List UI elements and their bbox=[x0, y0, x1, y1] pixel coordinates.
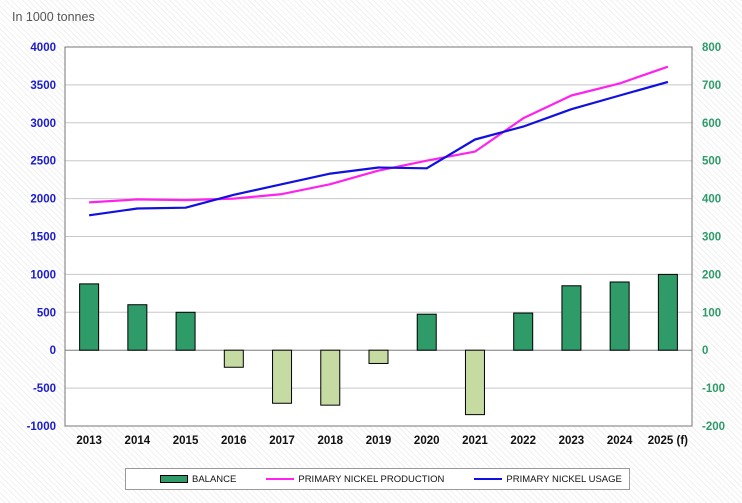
legend-swatch-usage bbox=[474, 478, 503, 480]
x-axis-tick-label: 2016 bbox=[221, 435, 247, 447]
x-axis-tick-label: 2019 bbox=[366, 435, 392, 447]
legend-label-usage: PRIMARY NICKEL USAGE bbox=[506, 473, 622, 485]
legend-item-usage: PRIMARY NICKEL USAGE bbox=[474, 473, 622, 485]
right-axis-tick-label: 300 bbox=[702, 232, 721, 244]
x-axis-tick-label: 2015 bbox=[173, 435, 199, 447]
production-line bbox=[89, 65, 669, 204]
balance-bar bbox=[272, 349, 293, 404]
x-axis-tick-label: 2014 bbox=[125, 435, 151, 447]
right-axis-tick-label: 0 bbox=[702, 345, 708, 357]
balance-bar bbox=[368, 349, 389, 364]
left-axis-tick-label: 0 bbox=[50, 345, 56, 357]
balance-bar bbox=[657, 273, 678, 351]
left-axis-tick-label: 4000 bbox=[30, 42, 56, 54]
balance-bar bbox=[513, 312, 534, 351]
plot-border bbox=[64, 46, 693, 427]
left-axis-tick-label: -1000 bbox=[27, 421, 56, 433]
x-axis-tick-label: 2024 bbox=[607, 435, 633, 447]
right-axis-tick-label: 500 bbox=[702, 156, 721, 168]
legend-label-balance: BALANCE bbox=[192, 473, 237, 485]
right-axis-tick-label: -200 bbox=[702, 421, 725, 433]
balance-bar bbox=[127, 304, 148, 351]
x-axis-tick-label: 2018 bbox=[317, 435, 343, 447]
unit-label: In 1000 tonnes bbox=[12, 10, 95, 24]
right-axis-tick-label: 700 bbox=[702, 80, 721, 92]
balance-bar bbox=[223, 349, 244, 368]
right-axis-tick-label: 800 bbox=[702, 42, 721, 54]
x-axis-tick-label: 2021 bbox=[462, 435, 488, 447]
left-axis-tick-label: -500 bbox=[33, 383, 56, 395]
x-axis-tick-label: 2020 bbox=[414, 435, 440, 447]
usage-line bbox=[88, 80, 669, 217]
right-axis-tick-label: 100 bbox=[702, 307, 721, 319]
legend: BALANCE PRIMARY NICKEL PRODUCTION PRIMAR… bbox=[125, 468, 630, 490]
x-axis-tick-label: 2017 bbox=[269, 435, 295, 447]
x-axis-tick-label: 2025 (f) bbox=[648, 435, 688, 447]
left-axis-tick-label: 1000 bbox=[30, 269, 56, 281]
balance-bar bbox=[464, 349, 485, 416]
left-axis-tick-label: 2500 bbox=[30, 156, 56, 168]
balance-bar bbox=[609, 281, 630, 351]
x-axis-tick-label: 2013 bbox=[76, 435, 102, 447]
right-axis-tick-label: 400 bbox=[702, 194, 721, 206]
x-axis-tick-label: 2022 bbox=[510, 435, 536, 447]
legend-item-production: PRIMARY NICKEL PRODUCTION bbox=[266, 474, 444, 485]
legend-item-balance: BALANCE bbox=[160, 474, 236, 485]
left-axis-tick-label: 1500 bbox=[30, 232, 56, 244]
legend-label-production: PRIMARY NICKEL PRODUCTION bbox=[298, 473, 445, 485]
balance-bar bbox=[561, 285, 582, 351]
x-axis-tick-label: 2023 bbox=[559, 435, 585, 447]
balance-bar bbox=[175, 311, 196, 351]
left-axis-tick-label: 3000 bbox=[30, 118, 56, 130]
balance-bar bbox=[79, 283, 100, 351]
legend-swatch-production bbox=[266, 478, 295, 480]
right-axis-tick-label: 200 bbox=[702, 269, 721, 281]
right-axis-tick-label: 600 bbox=[702, 118, 721, 130]
balance-bar bbox=[416, 313, 437, 351]
balance-bar bbox=[320, 349, 341, 406]
left-axis-tick-label: 500 bbox=[37, 307, 56, 319]
legend-swatch-balance bbox=[160, 475, 188, 483]
left-axis-tick-label: 3500 bbox=[30, 80, 56, 92]
left-axis-tick-label: 2000 bbox=[30, 194, 56, 206]
right-axis-tick-label: -100 bbox=[702, 383, 725, 395]
